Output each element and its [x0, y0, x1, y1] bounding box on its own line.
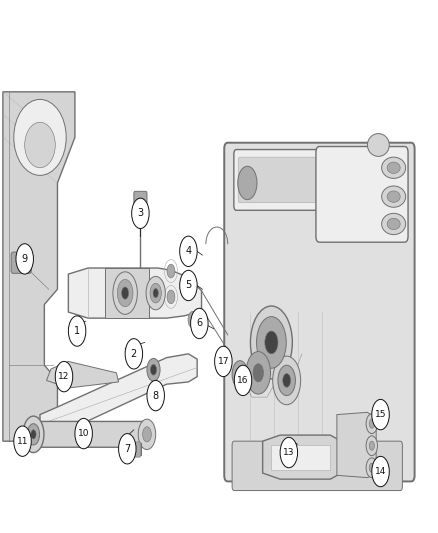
Circle shape [113, 272, 138, 314]
Circle shape [55, 361, 73, 392]
Circle shape [31, 430, 36, 439]
Ellipse shape [387, 162, 400, 173]
Circle shape [253, 364, 264, 382]
Ellipse shape [387, 191, 400, 203]
Circle shape [132, 198, 149, 229]
Text: 9: 9 [21, 254, 28, 264]
Circle shape [153, 288, 158, 297]
Circle shape [366, 458, 378, 478]
Polygon shape [68, 268, 201, 318]
Circle shape [219, 346, 228, 361]
Circle shape [167, 264, 175, 278]
Circle shape [366, 436, 378, 456]
Circle shape [180, 236, 197, 266]
Ellipse shape [25, 122, 55, 168]
FancyBboxPatch shape [238, 157, 387, 203]
Circle shape [188, 311, 198, 328]
Circle shape [273, 356, 300, 405]
Polygon shape [272, 445, 330, 470]
FancyBboxPatch shape [126, 442, 141, 457]
Circle shape [232, 361, 248, 388]
Ellipse shape [387, 219, 400, 230]
Circle shape [372, 456, 389, 487]
Circle shape [27, 424, 39, 445]
FancyBboxPatch shape [224, 143, 415, 481]
FancyBboxPatch shape [316, 147, 408, 242]
FancyBboxPatch shape [234, 150, 392, 211]
Circle shape [125, 338, 143, 369]
Circle shape [146, 277, 165, 310]
Ellipse shape [381, 213, 406, 235]
Circle shape [150, 283, 161, 303]
FancyBboxPatch shape [11, 252, 31, 273]
Text: 8: 8 [152, 391, 159, 401]
Text: 2: 2 [131, 349, 137, 359]
Circle shape [68, 316, 86, 346]
Ellipse shape [381, 186, 406, 207]
Polygon shape [46, 361, 119, 388]
Circle shape [369, 463, 374, 472]
Circle shape [122, 287, 129, 299]
Text: 3: 3 [138, 208, 144, 219]
Circle shape [143, 427, 151, 442]
Text: 5: 5 [185, 280, 191, 290]
FancyBboxPatch shape [232, 441, 403, 490]
Circle shape [14, 426, 31, 456]
Text: 11: 11 [17, 437, 28, 446]
Circle shape [117, 279, 133, 307]
Polygon shape [3, 92, 75, 441]
Text: 10: 10 [78, 429, 89, 438]
Circle shape [119, 433, 136, 464]
Text: 4: 4 [185, 246, 191, 256]
Text: 13: 13 [283, 448, 295, 457]
Polygon shape [263, 435, 341, 479]
Circle shape [283, 374, 290, 387]
Polygon shape [106, 268, 149, 318]
Circle shape [215, 346, 232, 377]
Circle shape [147, 381, 164, 411]
Circle shape [138, 419, 155, 449]
Circle shape [16, 244, 33, 274]
Circle shape [369, 419, 374, 428]
Circle shape [280, 438, 297, 468]
Text: 15: 15 [375, 410, 386, 419]
Text: 16: 16 [237, 376, 249, 385]
Circle shape [237, 368, 244, 381]
Circle shape [251, 306, 292, 379]
Circle shape [372, 399, 389, 430]
Circle shape [180, 270, 197, 301]
Circle shape [238, 166, 257, 200]
FancyBboxPatch shape [31, 422, 150, 447]
Circle shape [23, 416, 44, 453]
Circle shape [147, 358, 160, 381]
Polygon shape [40, 354, 197, 435]
Circle shape [257, 317, 286, 368]
Circle shape [369, 441, 374, 450]
Text: 6: 6 [196, 318, 202, 328]
Circle shape [234, 365, 252, 395]
Circle shape [366, 414, 378, 433]
Text: 7: 7 [124, 444, 131, 454]
Text: 17: 17 [218, 357, 229, 366]
Text: 1: 1 [74, 326, 80, 336]
Ellipse shape [381, 157, 406, 179]
FancyBboxPatch shape [134, 191, 147, 208]
Circle shape [191, 308, 208, 338]
Circle shape [75, 418, 92, 449]
Circle shape [167, 290, 175, 304]
Text: 12: 12 [58, 372, 70, 381]
Polygon shape [337, 413, 376, 478]
Circle shape [246, 352, 271, 394]
Circle shape [265, 331, 278, 354]
Circle shape [150, 365, 156, 375]
Ellipse shape [14, 100, 66, 175]
Ellipse shape [367, 134, 389, 156]
Text: 14: 14 [375, 467, 386, 476]
Circle shape [278, 365, 295, 395]
